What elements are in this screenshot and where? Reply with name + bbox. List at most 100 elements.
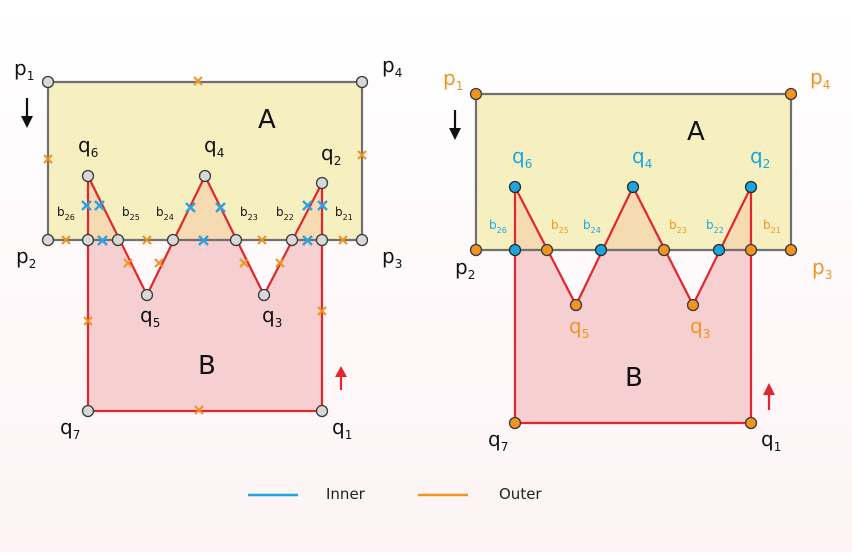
right-vertex-q6 <box>508 180 522 194</box>
left-label-q5: q5 <box>140 303 160 330</box>
right-intersection-b25 <box>540 243 554 257</box>
left-vertex-q6 <box>81 169 95 183</box>
left-arrow-down <box>21 98 33 128</box>
left-arrow-up <box>335 366 347 390</box>
left-vertex-q2 <box>315 176 329 190</box>
right-label-b26: b26 <box>489 218 507 235</box>
right-vertex-q2 <box>744 180 758 194</box>
left-intersection-b22 <box>285 233 299 247</box>
legend: Inner Outer <box>248 485 542 503</box>
left-label-q6: q6 <box>78 133 98 160</box>
right-region-b-fill <box>515 250 751 423</box>
left-inner-cross <box>198 235 209 246</box>
left-inner-cross <box>302 200 313 211</box>
right-vertex-q7 <box>508 416 522 430</box>
left-outer-cross <box>61 235 71 245</box>
left-label-p2: p2 <box>16 244 36 271</box>
left-outer-cross <box>83 316 93 326</box>
left-region-b-label: B <box>198 351 216 381</box>
left-label-q2: q2 <box>321 141 341 168</box>
right-label-p1: p1 <box>443 66 463 93</box>
right-region-b-label: B <box>625 363 643 393</box>
right-vertex-p2 <box>469 243 483 257</box>
right-label-p4: p4 <box>810 65 830 92</box>
left-inner-cross <box>302 235 313 246</box>
right-arrow-down <box>449 110 461 140</box>
left-outer-cross <box>43 154 53 164</box>
left-label-b24: b24 <box>156 205 174 222</box>
left-label-p1: p1 <box>14 56 34 83</box>
left-vertex-p4 <box>355 75 369 89</box>
left-label-q1: q1 <box>332 415 352 442</box>
left-vertex-p1 <box>41 75 55 89</box>
left-outer-cross <box>154 258 164 268</box>
left-outer-cross <box>338 235 348 245</box>
right-region-a-fill <box>476 94 791 250</box>
left-inner-cross <box>81 200 92 211</box>
right-intersection-b22 <box>712 243 726 257</box>
left-vertex-q3 <box>257 288 271 302</box>
left-outer-cross <box>357 150 367 160</box>
left-overlap-fill <box>173 176 236 240</box>
left-label-p4: p4 <box>382 53 402 80</box>
left-label-p3: p3 <box>382 244 402 271</box>
right-label-b23: b23 <box>669 218 687 235</box>
right-overlap-fill <box>601 187 664 250</box>
left-outer-cross <box>275 258 285 268</box>
left-outer-cross <box>194 405 204 415</box>
right-label-p2: p2 <box>455 255 475 282</box>
left-label-b22: b22 <box>276 205 294 222</box>
left-region-a-fill <box>48 82 362 240</box>
right-label-q5: q5 <box>569 314 589 341</box>
left-label-b21: b21 <box>335 205 353 222</box>
left-inner-cross <box>94 200 105 211</box>
left-intersection-b24 <box>166 233 180 247</box>
left-intersection-b26 <box>81 233 95 247</box>
right-intersection-b26 <box>508 243 522 257</box>
legend-inner-label: Inner <box>326 485 366 503</box>
left-inner-cross <box>97 235 108 246</box>
left-inner-cross <box>215 202 226 213</box>
left-vertex-q1 <box>315 404 329 418</box>
right-label-b25: b25 <box>551 218 569 235</box>
left-outer-cross <box>239 258 249 268</box>
left-inner-cross <box>317 200 328 211</box>
right-label-b21: b21 <box>763 218 781 235</box>
left-panel: A B p1 p2 p3 p4 q1 q2 q3 q4 q5 q6 q7 b26… <box>14 53 402 442</box>
left-label-b26: b26 <box>57 205 75 222</box>
right-label-q2: q2 <box>750 144 770 171</box>
right-arrow-up <box>763 383 775 410</box>
right-label-q1: q1 <box>761 427 781 454</box>
left-vertex-p2 <box>41 233 55 247</box>
right-label-q4: q4 <box>632 144 652 171</box>
right-label-b22: b22 <box>706 218 724 235</box>
left-outer-cross <box>123 258 133 268</box>
right-label-q3: q3 <box>690 314 710 341</box>
left-vertex-q7 <box>81 404 95 418</box>
right-vertex-p1 <box>469 87 483 101</box>
right-label-q7: q7 <box>488 427 508 454</box>
left-intersection-b25 <box>111 233 125 247</box>
right-label-p3: p3 <box>812 255 832 282</box>
right-region-a-label: A <box>687 117 705 147</box>
right-vertex-q5 <box>569 298 583 312</box>
right-vertex-q4 <box>626 180 640 194</box>
right-vertex-q3 <box>686 298 700 312</box>
right-label-b24: b24 <box>583 218 601 235</box>
left-vertex-p3 <box>355 233 369 247</box>
left-outer-cross <box>317 306 327 316</box>
right-vertex-q1 <box>744 416 758 430</box>
right-vertex-p4 <box>784 87 798 101</box>
left-outer-cross <box>257 235 267 245</box>
left-region-b-fill <box>88 240 322 411</box>
left-label-b23: b23 <box>240 205 258 222</box>
left-label-b25: b25 <box>122 205 140 222</box>
right-intersection-b23 <box>657 243 671 257</box>
legend-outer-label: Outer <box>499 485 542 503</box>
left-intersection-b23 <box>229 233 243 247</box>
left-intersection-b21 <box>315 233 329 247</box>
left-vertex-q4 <box>198 169 212 183</box>
right-panel: A B p1 p2 p3 p4 q1 q2 q3 q4 q5 q6 q7 b26… <box>443 65 832 454</box>
right-vertex-p3 <box>784 243 798 257</box>
